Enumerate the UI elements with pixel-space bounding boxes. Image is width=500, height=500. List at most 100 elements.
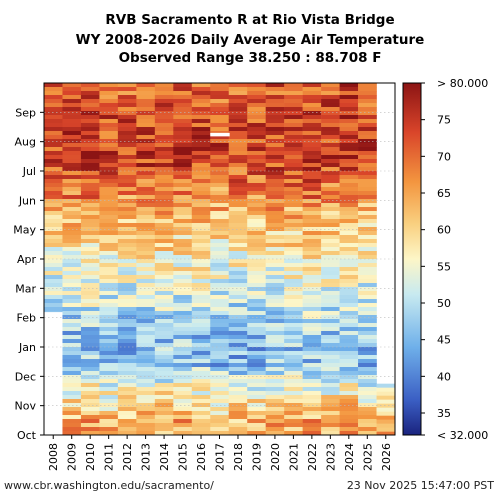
heatmap-cell [154,127,174,132]
heatmap-cell [265,215,285,220]
heatmap-cell [265,103,285,108]
heatmap-cell [358,251,377,256]
heatmap-cell [321,171,340,176]
heatmap-cell [154,99,174,104]
y-tick-label: Apr [17,253,37,266]
heatmap-cell [247,343,266,348]
heatmap-cell [321,363,340,368]
heatmap-cell [284,219,303,224]
heatmap-cell [99,347,119,352]
heatmap-cell [117,179,137,184]
heatmap-cell [154,255,174,260]
heatmap-cell [358,343,377,348]
heatmap-cell [154,291,174,296]
heatmap-cell [321,339,340,344]
heatmap-cell [247,163,266,168]
year-column-2016 [191,83,211,436]
heatmap-cell [154,83,174,88]
y-tick-label: Dec [15,370,36,383]
heatmap-cell [247,231,266,236]
heatmap-cell [191,175,211,180]
heatmap-cell [302,243,322,248]
heatmap-cell [228,215,248,220]
heatmap-cell [265,287,285,292]
heatmap-cell [44,119,63,124]
heatmap-cell [136,115,156,120]
year-column-2025 [358,83,377,436]
heatmap-cell [117,311,137,316]
heatmap-cell [302,363,322,368]
heatmap-cell [339,255,359,260]
heatmap-cell [247,99,266,104]
heatmap-cell [191,143,211,148]
heatmap-cell [247,355,266,360]
heatmap-cell [210,315,230,320]
heatmap-cell [173,171,193,176]
heatmap-cell [302,427,322,432]
heatmap-cell [210,427,230,432]
heatmap-cell [265,279,285,284]
heatmap-cell [117,231,137,236]
heatmap-cell [228,95,248,100]
heatmap-cell [62,187,82,192]
heatmap-cell [62,139,82,144]
heatmap-cell [154,319,174,324]
heatmap-cell [80,275,100,280]
heatmap-cell [339,351,359,356]
heatmap-cell [136,127,156,132]
heatmap-cell [117,219,137,224]
heatmap-cell [265,223,285,228]
heatmap-cell [321,139,340,144]
heatmap-cell [302,155,322,160]
heatmap-cell [265,319,285,324]
heatmap-cell [247,415,266,420]
heatmap-cell [358,419,377,424]
heatmap-cell [136,419,156,424]
heatmap-cell [173,351,193,356]
heatmap-cell [154,395,174,400]
heatmap-cell [247,131,266,136]
heatmap-cell [265,379,285,384]
x-tick-label: 2016 [195,443,208,471]
heatmap-cell [117,279,137,284]
x-tick-label: 2010 [84,443,97,471]
heatmap-cell [321,299,340,304]
heatmap-cell [228,411,248,416]
heatmap-cell [80,259,100,264]
heatmap-cell [80,423,100,428]
heatmap-cell [339,275,359,280]
heatmap-cell [136,299,156,304]
heatmap-cell [44,183,63,188]
heatmap-cell [117,387,137,392]
heatmap-cell [302,411,322,416]
heatmap-cell [210,395,230,400]
heatmap-cell [154,391,174,396]
heatmap-cell [376,383,396,388]
heatmap-cell [173,367,193,372]
heatmap-cell [136,383,156,388]
heatmap-cell [99,239,119,244]
heatmap-cell [302,235,322,240]
heatmap-cell [136,147,156,152]
heatmap-cell [339,155,359,160]
heatmap-cell [99,247,119,252]
heatmap-cell [284,235,303,240]
heatmap-cell [265,199,285,204]
heatmap-cell [154,223,174,228]
heatmap-cell [80,139,100,144]
heatmap-cell [80,219,100,224]
heatmap-cell [80,167,100,172]
heatmap-cell [265,155,285,160]
heatmap-cell [302,431,322,436]
heatmap-cell [321,195,340,200]
heatmap-cell [191,423,211,428]
heatmap-cell [136,227,156,232]
heatmap-cell [191,179,211,184]
heatmap-cell [99,419,119,424]
heatmap-cell [339,195,359,200]
heatmap-cell [339,235,359,240]
heatmap-cell [173,143,193,148]
heatmap-cell [117,195,137,200]
heatmap-cell [339,403,359,408]
heatmap-cell [247,111,266,116]
